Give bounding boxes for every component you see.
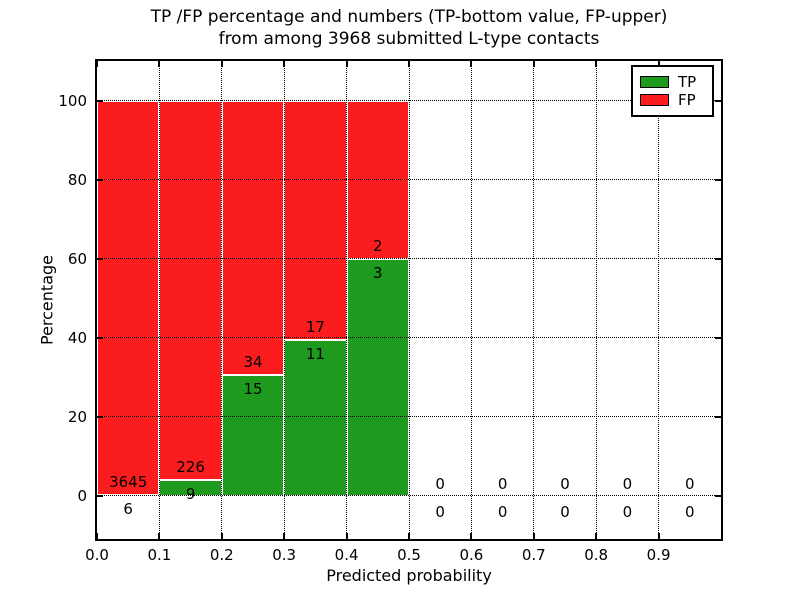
bar-label-tp-count: 0	[560, 502, 570, 521]
tick-x-top-0.5	[408, 61, 410, 67]
chart-title-line2: from among 3968 submitted L-type contact…	[218, 29, 600, 49]
gridline-x-0.4	[346, 61, 348, 539]
bar-label-tp-count: 15	[243, 379, 263, 398]
tick-label-x-0: 0.0	[85, 546, 109, 564]
gridline-x-0.1	[158, 61, 160, 539]
bar-label-fp-count: 2	[373, 236, 383, 255]
bar-label-fp-count: 0	[685, 474, 695, 493]
gridline-x-0.3	[283, 61, 285, 539]
tick-y-right-80	[715, 178, 721, 181]
gridline-x-0.9	[658, 61, 660, 539]
gridline-x-0.6	[470, 61, 472, 539]
plot-area: TP FP 3645 6 226 9 34 15 17 11 2 3 0 0 0 0 0 0 0 0 0 0 0.0 0.…	[58, 59, 723, 564]
tick-x-top-0.1	[158, 61, 161, 67]
bar-label-fp-count: 17	[305, 318, 325, 337]
bar-fp-0.2	[221, 100, 285, 375]
tick-label-y-100: 100	[58, 91, 87, 110]
gridline-x-0.2	[221, 61, 223, 539]
legend-swatch-fp	[640, 94, 669, 106]
tick-y-right-20	[715, 415, 721, 418]
legend: TP FP	[631, 65, 714, 117]
tick-x-top-0.7	[532, 61, 535, 67]
tick-label-x-0.9: 0.9	[646, 546, 671, 564]
tick-x-bottom-0.8	[595, 533, 598, 539]
bar-tp-0.1	[159, 480, 222, 496]
tick-y-left-60	[97, 257, 103, 260]
legend-entry-fp: FP	[640, 92, 706, 108]
tick-label-x-0.5: 0.5	[397, 546, 421, 564]
tick-x-bottom-0.4	[345, 533, 348, 539]
tick-x-top-0.6	[470, 61, 473, 67]
tick-x-bottom-0.5	[408, 533, 410, 539]
bar-label-tp-count: 6	[123, 499, 133, 518]
tick-y-right-0	[715, 494, 721, 497]
tick-label-y-60: 60	[67, 249, 87, 268]
bar-label-fp-count: 34	[243, 352, 263, 371]
tick-y-right-100	[715, 99, 721, 102]
bar-label-tp-count: 0	[622, 502, 633, 521]
tick-label-x-0.8: 0.8	[584, 546, 609, 564]
tick-x-bottom-0	[96, 533, 98, 539]
gridline-x-0.5	[408, 61, 410, 539]
tick-x-top-0.8	[595, 61, 598, 67]
bar-label-fp-count: 3645	[109, 472, 148, 491]
tick-x-bottom-0.7	[532, 533, 535, 539]
bar-label-fp-count: 0	[435, 474, 445, 493]
chart-title-line1: TP /FP percentage and numbers (TP-bottom…	[150, 7, 668, 27]
tick-x-top-0.9	[657, 61, 660, 67]
x-axis-label: Predicted probability	[326, 566, 492, 585]
tick-y-left-100	[97, 99, 103, 102]
bar-label-tp-count: 3	[373, 263, 383, 282]
tick-label-x-0.1: 0.1	[147, 546, 172, 564]
gridline-x-0.8	[595, 61, 597, 539]
tick-label-y-20: 20	[67, 407, 87, 426]
tick-label-x-0.7: 0.7	[521, 546, 546, 564]
tick-label-x-0.2: 0.2	[209, 546, 234, 564]
bar-label-fp-count: 0	[560, 474, 570, 493]
tick-label-y-0: 0	[77, 486, 87, 505]
tick-x-top-0.4	[345, 61, 348, 67]
tick-x-bottom-0.3	[283, 533, 286, 539]
bar-fp-0.1	[159, 100, 222, 481]
bar-label-fp-count: 226	[176, 458, 205, 477]
tick-label-y-80: 80	[67, 170, 87, 189]
legend-swatch-tp	[640, 76, 669, 88]
bar-label-fp-count: 0	[497, 474, 508, 493]
bar-label-tp-count: 0	[497, 502, 508, 521]
tick-y-left-0	[97, 494, 103, 497]
tick-x-bottom-0.1	[158, 533, 161, 539]
tick-label-x-0.4: 0.4	[334, 546, 359, 564]
tick-x-bottom-0.9	[657, 533, 660, 539]
bar-fp-0	[97, 100, 160, 495]
tick-y-left-80	[97, 178, 103, 181]
bar-label-tp-count: 11	[305, 345, 325, 364]
tick-label-x-0.6: 0.6	[459, 546, 484, 564]
tick-x-top-0.3	[283, 61, 286, 67]
tick-x-top-0.2	[220, 61, 223, 67]
legend-label-fp: FP	[678, 91, 696, 109]
bar-label-tp-count: 0	[685, 502, 695, 521]
bar-label-fp-count: 0	[622, 474, 633, 493]
tick-label-x-0.3: 0.3	[272, 546, 297, 564]
bar-fp-0.3	[284, 100, 347, 341]
tick-y-right-60	[715, 257, 721, 260]
tick-x-bottom-0.6	[470, 533, 473, 539]
bar-tp-0.2	[221, 374, 285, 496]
tick-y-right-40	[715, 336, 721, 339]
tick-x-top-0	[96, 61, 98, 67]
bar-tp-0.3	[284, 340, 347, 496]
bar-label-tp-count: 0	[435, 502, 445, 521]
bar-tp-0.4	[346, 258, 409, 496]
gridline-x-0.7	[533, 61, 535, 539]
tick-label-y-40: 40	[67, 328, 87, 347]
bar-label-tp-count: 9	[185, 485, 196, 504]
legend-entry-tp: TP	[640, 74, 706, 90]
legend-label-tp: TP	[678, 73, 697, 91]
tick-y-left-40	[97, 336, 103, 339]
tick-y-left-20	[97, 415, 103, 418]
tick-x-bottom-0.2	[220, 533, 223, 539]
